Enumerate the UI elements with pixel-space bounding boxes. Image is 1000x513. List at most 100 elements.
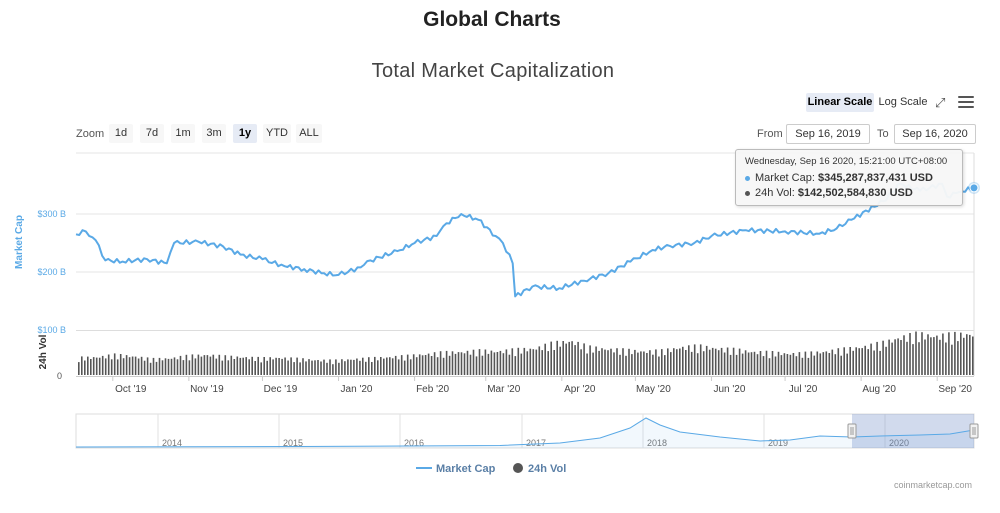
volume-bar: [293, 362, 295, 375]
volume-bar: [445, 350, 448, 375]
volume-bar: [311, 360, 313, 375]
volume-bar: [508, 354, 511, 375]
volume-bar: [580, 349, 582, 375]
menu-icon[interactable]: [958, 96, 974, 108]
volume-bar: [963, 337, 965, 375]
volume-bar: [954, 331, 956, 375]
x-tick-label: Sep '20: [938, 384, 972, 395]
navigator-selection: [852, 414, 974, 448]
volume-bar: [676, 349, 678, 375]
y-tick-label: $300 B: [37, 209, 66, 219]
volume-bar: [894, 339, 896, 375]
volume-bar: [562, 341, 564, 375]
volume-bar: [110, 359, 113, 375]
volume-bar: [272, 359, 274, 375]
volume-bar: [421, 355, 424, 375]
volume-bar: [613, 352, 615, 375]
log-scale-button[interactable]: Log Scale: [878, 96, 928, 108]
to-date-input[interactable]: Sep 16, 2020: [894, 124, 976, 144]
volume-bar: [789, 354, 792, 375]
volume-bar: [640, 351, 642, 375]
zoom-ytd-button[interactable]: YTD: [263, 124, 291, 143]
zoom-1d-button[interactable]: 1d: [109, 124, 133, 143]
volume-bar: [906, 341, 908, 375]
credit-link[interactable]: coinmarketcap.com: [893, 480, 972, 490]
from-date-input[interactable]: Sep 16, 2019: [786, 124, 870, 144]
x-tick-label: Mar '20: [487, 384, 520, 395]
volume-bar: [945, 342, 947, 375]
volume-bar: [777, 351, 780, 375]
volume-bar: [696, 353, 699, 375]
volume-bar: [356, 358, 358, 375]
volume-bar: [804, 351, 807, 375]
volume-bar: [723, 352, 726, 375]
volume-bar: [810, 351, 813, 375]
volume-bar: [487, 353, 490, 375]
volume-bar: [912, 344, 914, 375]
volume-bar: [921, 332, 923, 375]
volume-bar: [831, 349, 834, 375]
volume-bar: [556, 340, 558, 375]
volume-bar: [933, 337, 935, 375]
legend-vol-label: 24h Vol: [528, 463, 566, 475]
volume-bar: [146, 357, 149, 375]
x-tick-label: May '20: [636, 384, 671, 395]
volume-bar: [903, 335, 905, 375]
volume-bar: [371, 362, 373, 375]
navigator-year-label: 2020: [889, 438, 909, 448]
zoom-all-button[interactable]: ALL: [296, 124, 322, 143]
volume-bar: [377, 360, 379, 375]
volume-bar: [224, 355, 227, 375]
volume-bar: [490, 350, 493, 375]
volume-bar: [741, 353, 744, 375]
volume-bar: [930, 337, 932, 375]
to-label: To: [877, 128, 889, 140]
volume-bar: [592, 352, 594, 375]
volume-bar: [655, 349, 657, 375]
zoom-7d-button[interactable]: 7d: [140, 124, 164, 143]
tooltip-market-cap: Market Cap: $345,287,837,431 USD: [745, 172, 933, 184]
volume-bar: [374, 356, 376, 375]
volume-bar: [418, 354, 421, 375]
volume-bar: [523, 347, 526, 375]
volume-bar: [308, 359, 310, 375]
volume-bar: [233, 359, 236, 375]
volume-bar: [652, 354, 654, 375]
zoom-3m-button[interactable]: 3m: [202, 124, 226, 143]
zoom-1m-button[interactable]: 1m: [171, 124, 195, 143]
fullscreen-icon[interactable]: ⤢: [935, 95, 946, 110]
volume-bar: [368, 357, 370, 375]
volume-bar: [768, 358, 771, 375]
volume-bar: [460, 352, 463, 375]
volume-bar: [197, 354, 200, 375]
volume-bar: [972, 336, 974, 375]
volume-bar: [215, 358, 218, 375]
volume-bar: [816, 351, 819, 375]
volume-bar: [544, 343, 546, 375]
volume-bar: [242, 357, 244, 375]
volume-bar: [131, 356, 134, 375]
volume-bar: [577, 341, 579, 375]
volume-bar: [203, 355, 206, 375]
volume-bar: [795, 356, 798, 375]
volume-bar: [442, 357, 445, 375]
volume-bar: [436, 357, 439, 375]
volume-bar: [457, 352, 460, 375]
volume-bar: [380, 357, 382, 375]
x-tick-label: Jun '20: [714, 384, 746, 395]
volume-bar: [134, 356, 137, 375]
volume-bar: [667, 348, 669, 375]
linear-scale-button[interactable]: Linear Scale: [806, 93, 874, 112]
volume-bar: [278, 358, 280, 375]
zoom-1y-button[interactable]: 1y: [233, 124, 257, 143]
tooltip-market-cap-label: Market Cap:: [755, 172, 815, 184]
tooltip-vol: 24h Vol: $142,502,584,830 USD: [745, 187, 913, 199]
volume-bar: [433, 352, 436, 375]
volume-bar: [780, 355, 783, 375]
volume-bar: [448, 355, 451, 375]
volume-bar: [353, 359, 355, 375]
volume-bar: [90, 359, 92, 375]
volume-bar: [927, 334, 929, 375]
y-axis-label: Market Cap: [14, 215, 25, 269]
